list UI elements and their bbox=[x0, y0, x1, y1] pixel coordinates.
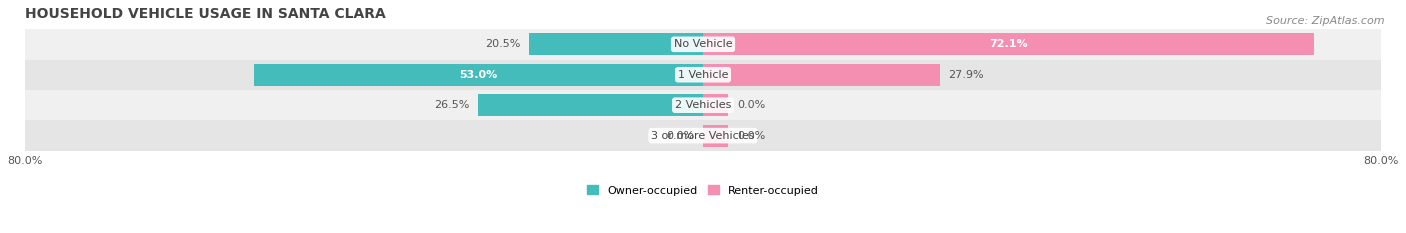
Text: 72.1%: 72.1% bbox=[990, 39, 1028, 49]
Text: HOUSEHOLD VEHICLE USAGE IN SANTA CLARA: HOUSEHOLD VEHICLE USAGE IN SANTA CLARA bbox=[25, 7, 385, 21]
Bar bbox=[703, 125, 728, 147]
Bar bbox=[703, 64, 939, 86]
Bar bbox=[703, 125, 707, 147]
Text: 26.5%: 26.5% bbox=[434, 100, 470, 110]
Text: 0.0%: 0.0% bbox=[737, 100, 765, 110]
Text: 3 or more Vehicles: 3 or more Vehicles bbox=[651, 131, 755, 141]
Bar bbox=[529, 33, 703, 55]
Bar bbox=[25, 90, 1381, 120]
Text: 20.5%: 20.5% bbox=[485, 39, 520, 49]
Text: 27.9%: 27.9% bbox=[948, 70, 984, 80]
Text: 0.0%: 0.0% bbox=[737, 131, 765, 141]
Text: No Vehicle: No Vehicle bbox=[673, 39, 733, 49]
Text: 53.0%: 53.0% bbox=[460, 70, 498, 80]
Text: 2 Vehicles: 2 Vehicles bbox=[675, 100, 731, 110]
Bar bbox=[703, 94, 728, 116]
Bar bbox=[25, 59, 1381, 90]
Bar bbox=[478, 94, 703, 116]
Legend: Owner-occupied, Renter-occupied: Owner-occupied, Renter-occupied bbox=[582, 181, 824, 200]
Text: Source: ZipAtlas.com: Source: ZipAtlas.com bbox=[1267, 16, 1385, 26]
Bar bbox=[25, 120, 1381, 151]
Text: 1 Vehicle: 1 Vehicle bbox=[678, 70, 728, 80]
Bar bbox=[253, 64, 703, 86]
Text: 0.0%: 0.0% bbox=[666, 131, 695, 141]
Bar bbox=[703, 33, 1315, 55]
Bar bbox=[25, 29, 1381, 59]
